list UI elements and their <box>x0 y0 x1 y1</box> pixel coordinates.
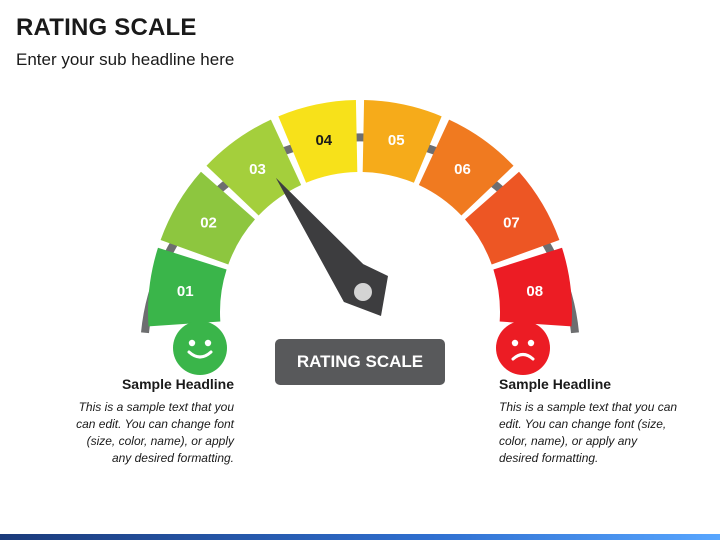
gauge-segment-02 <box>160 171 255 265</box>
gauge-segment-06 <box>418 119 514 216</box>
gauge-segments: 01 02 03 04 05 06 07 08 <box>148 100 572 327</box>
bottom-accent-bar <box>0 534 720 540</box>
left-text-block: Sample Headline This is a sample text th… <box>54 376 234 467</box>
gauge-segment-label-07: 07 <box>503 214 520 231</box>
gauge-segment-03 <box>206 119 302 216</box>
rating-scale-label: RATING SCALE <box>275 339 445 385</box>
gauge-segment-label-02: 02 <box>200 214 217 231</box>
left-body-text: This is a sample text that you can edit.… <box>76 400 234 465</box>
gauge-segment-04 <box>278 100 358 183</box>
gauge-segment-07 <box>465 171 560 265</box>
right-body-text: This is a sample text that you can edit.… <box>499 400 678 465</box>
right-headline: Sample Headline <box>499 376 612 392</box>
needle-dark-half <box>276 178 388 316</box>
gauge-segment-label-04: 04 <box>315 132 332 149</box>
page-title: RATING SCALE <box>16 14 197 41</box>
gauge-segment-label-06: 06 <box>454 161 471 178</box>
gauge-segment-08 <box>493 247 572 327</box>
left-headline: Sample Headline <box>121 376 234 392</box>
needle-pivot <box>354 283 372 301</box>
gauge-segment-label-05: 05 <box>388 132 405 149</box>
gauge-segment-label-03: 03 <box>249 161 266 178</box>
gauge-needle <box>276 178 388 316</box>
page-subtitle: Enter your sub headline here <box>16 50 235 69</box>
right-text-block: Sample Headline This is a sample text th… <box>499 376 679 467</box>
happy-face-icon <box>173 321 227 375</box>
gauge-segment-05 <box>362 100 442 183</box>
gauge-segment-label-08: 08 <box>526 283 543 300</box>
gauge-segment-label-01: 01 <box>177 283 194 300</box>
sad-face-icon <box>496 321 550 375</box>
gauge-segment-01 <box>148 247 227 327</box>
